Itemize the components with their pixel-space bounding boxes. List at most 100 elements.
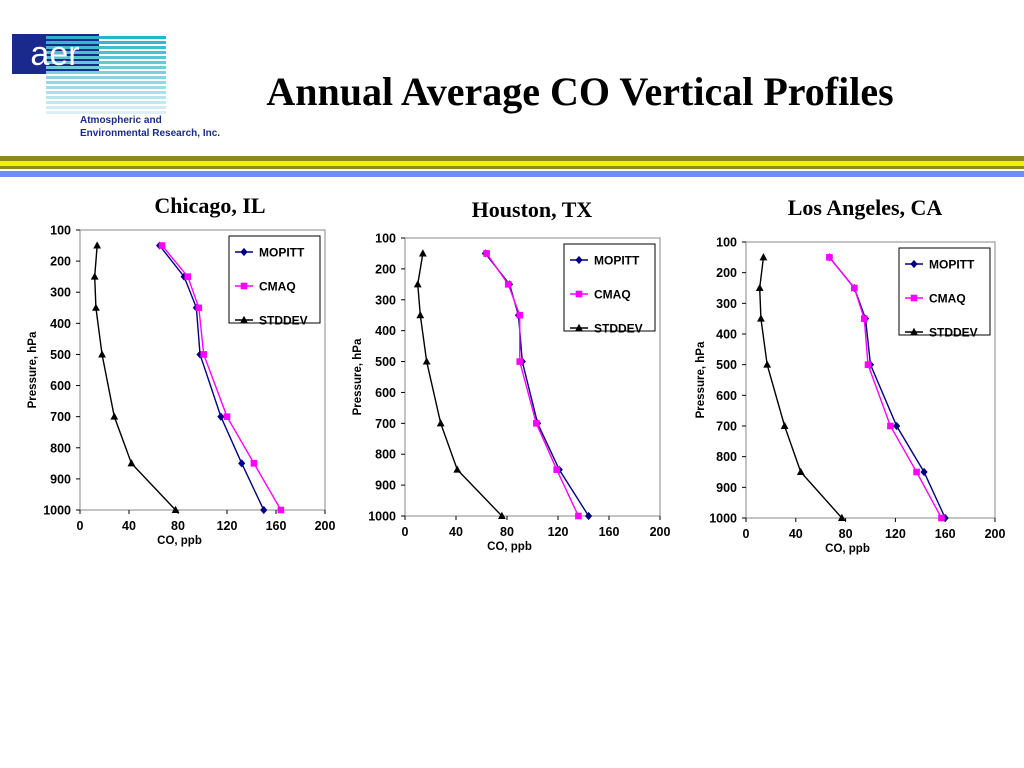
logo-wordmark: aer [30, 35, 79, 73]
legend-label: MOPITT [259, 246, 305, 260]
point-triangle-marker [93, 241, 102, 249]
chart-title-chicago: Chicago, IL [154, 193, 266, 218]
point-square-marker [516, 358, 524, 365]
logo-stripe [46, 41, 166, 44]
y-tick-label: 600 [716, 389, 737, 403]
y-tick-label: 300 [716, 297, 737, 311]
plot-area-frame [79, 229, 326, 511]
point-square-marker [851, 284, 858, 292]
aer-logo: aer Atmospheric and Environmental Resear… [12, 34, 220, 139]
series-stddev [755, 253, 846, 521]
point-square-marker [277, 506, 285, 514]
y-tick-label: 400 [50, 317, 71, 331]
point-square-marker [826, 254, 833, 261]
y-tick-label: 800 [50, 441, 71, 455]
y-tick-label: 600 [50, 379, 71, 393]
point-triangle-marker [240, 315, 248, 323]
x-tick-label: 160 [599, 525, 620, 539]
y-tick-label: 500 [50, 348, 71, 362]
point-triangle-marker [418, 249, 427, 257]
y-tick-label: 900 [375, 479, 396, 493]
plot-area-frame [404, 237, 661, 517]
x-tick-label: 160 [935, 527, 956, 541]
legend-label: MOPITT [594, 254, 640, 268]
y-tick-label: 100 [50, 224, 71, 238]
point-square-marker [158, 242, 166, 249]
point-triangle-marker [755, 283, 764, 291]
point-triangle-marker [110, 412, 119, 420]
point-triangle-marker [763, 360, 772, 368]
logo-company-line2: Environmental Research, Inc. [80, 128, 220, 139]
y-tick-label: 500 [375, 355, 396, 369]
point-square-marker [910, 294, 918, 302]
y-tick-label: 100 [375, 232, 396, 246]
x-tick-label: 0 [402, 525, 409, 539]
y-tick-label: 700 [50, 410, 71, 424]
point-square-marker [553, 466, 561, 473]
logo-stripe [46, 101, 166, 104]
x-tick-label: 120 [548, 525, 569, 539]
y-tick-label: 1000 [368, 510, 396, 524]
point-square-marker [200, 351, 208, 358]
y-tick-label: 200 [375, 262, 396, 276]
y-tick-label: 700 [716, 420, 737, 434]
point-diamond-marker [893, 421, 901, 431]
series-stddev [90, 241, 180, 513]
point-diamond-marker [910, 259, 918, 269]
y-tick-label: 400 [716, 328, 737, 342]
x-tick-label: 80 [839, 527, 853, 541]
chart-legend: MOPITT CMAQ STDDEV [898, 247, 991, 340]
series-line [417, 253, 503, 517]
x-tick-label: 0 [77, 519, 84, 533]
point-triangle-marker [90, 272, 99, 280]
point-square-marker [575, 290, 583, 298]
point-square-marker [575, 512, 582, 520]
chicago-co-profile-chart: 100 200 300 400 500 600 700 800 900 1000 0 40 80 120 1… [27, 224, 335, 548]
point-diamond-marker [260, 505, 268, 515]
x-tick-label: 40 [122, 519, 136, 533]
logo-stripe [46, 91, 166, 94]
point-triangle-marker [780, 421, 789, 429]
x-axis-title: CO, ppb [825, 543, 870, 555]
logo-stripe [46, 46, 166, 49]
plot-area-frame [745, 241, 996, 519]
logo-stripe [46, 66, 166, 69]
point-triangle-marker [92, 303, 100, 311]
point-square-marker [195, 304, 203, 312]
point-square-marker [223, 413, 231, 420]
point-triangle-marker [837, 513, 846, 521]
legend-label: CMAQ [259, 280, 296, 294]
y-tick-label: 500 [716, 358, 737, 372]
chart-title-los-angeles: Los Angeles, CA [787, 195, 943, 220]
x-tick-label: 80 [500, 525, 514, 539]
y-tick-label: 200 [716, 266, 737, 280]
point-square-marker [913, 468, 920, 476]
logo-stripe [46, 106, 166, 109]
point-square-marker [938, 514, 945, 522]
point-triangle-marker [453, 465, 462, 473]
x-tick-label: 160 [266, 519, 287, 533]
x-axis-title: CO, ppb [157, 535, 202, 547]
point-square-marker [504, 281, 512, 288]
chart-legend: MOPITT CMAQ STDDEV [563, 243, 656, 336]
x-tick-label: 120 [217, 519, 238, 533]
point-triangle-marker [910, 327, 918, 335]
point-triangle-marker [127, 459, 136, 467]
logo-stripe [46, 61, 166, 64]
logo-stripe [46, 96, 166, 99]
point-triangle-marker [759, 253, 768, 261]
point-triangle-marker [757, 314, 765, 322]
x-tick-label: 80 [171, 519, 185, 533]
point-triangle-marker [171, 505, 180, 513]
point-square-marker [483, 250, 490, 257]
chart-title-houston: Houston, TX [471, 197, 593, 222]
point-square-marker [250, 460, 258, 467]
series-line [93, 245, 177, 511]
point-triangle-marker [796, 467, 805, 475]
legend-label: STDDEV [929, 326, 978, 340]
legend-label: MOPITT [929, 258, 975, 272]
y-tick-label: 700 [375, 417, 396, 431]
series-cmaq [483, 250, 582, 520]
y-tick-label: 800 [716, 450, 737, 464]
y-tick-label: 600 [375, 386, 396, 400]
